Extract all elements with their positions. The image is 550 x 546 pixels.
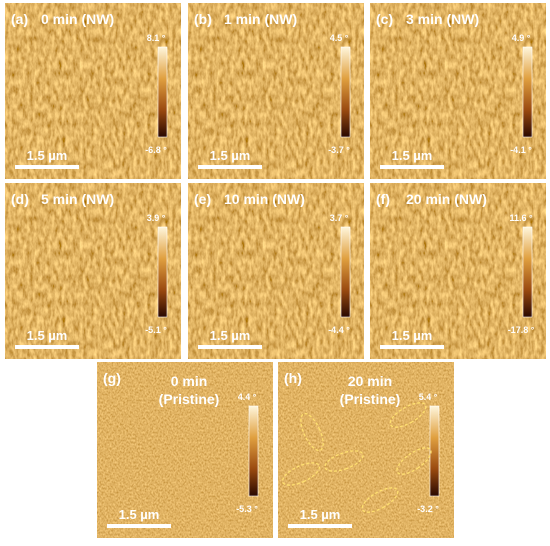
afm-image [370,183,546,359]
afm-image [97,362,273,538]
colorbar [522,226,533,318]
scale-bar [15,165,79,169]
colorbar-max: 4.5 ° [330,33,349,43]
panel-title: (Pristine) [159,391,220,407]
ellipse [361,487,399,513]
scale-label: 1.5 µm [392,328,433,343]
afm-image [278,362,454,538]
scale-bar [380,345,444,349]
scale-label: 1.5 µm [27,148,68,163]
afm-image [370,3,546,179]
colorbar-max: 11.6 ° [509,213,533,223]
colorbar-min: -4.1 ° [510,145,532,155]
colorbar-min: -3.7 ° [328,145,350,155]
panel: (c) 3 min (NW) 4.9 ° -4.1 ° 1.5 µm [370,3,546,179]
scale-label: 1.5 µm [210,328,251,343]
colorbar [340,226,351,318]
colorbar-min: -6.8 ° [145,145,167,155]
scale-bar [15,345,79,349]
afm-image [188,3,364,179]
colorbar-max: 3.9 ° [147,213,166,223]
panel-label: (f) [376,191,390,207]
afm-image [188,183,364,359]
ellipse [396,447,432,475]
colorbar [522,46,533,138]
colorbar-max: 3.7 ° [330,213,349,223]
ellipse [324,450,364,472]
panel: (b) 1 min (NW) 4.5 ° -3.7 ° 1.5 µm [188,3,364,179]
scale-bar [288,524,352,528]
panel: (a) 0 min (NW) 8.1 ° -6.8 ° 1.5 µm [5,3,181,179]
colorbar [340,46,351,138]
scale-bar [198,165,262,169]
colorbar [429,405,440,497]
highlight-ellipses [281,402,432,513]
panel-label: (g) [103,370,121,386]
ellipse [281,462,321,486]
colorbar-max: 4.9 ° [512,33,531,43]
panel-label: (a) [11,11,28,27]
panel-label: (d) [11,191,29,207]
panel-title: (Pristine) [340,391,401,407]
colorbar-max: 8.1 ° [147,33,166,43]
panel-label: (e) [194,191,211,207]
panel-title: 1 min (NW) [224,11,297,27]
afm-image [5,3,181,179]
panel-title: 20 min (NW) [406,191,487,207]
colorbar-max: 5.4 ° [419,392,438,402]
colorbar [157,46,168,138]
colorbar-min: -3.2 ° [417,504,439,514]
colorbar [248,405,259,497]
colorbar-min: -4.4 ° [328,325,350,335]
colorbar-min: -17.8 ° [508,325,535,335]
scale-label: 1.5 µm [300,507,341,522]
panel: (g) 0 min (Pristine) 4.4 ° -5.3 ° 1.5 µm [97,362,273,538]
panel-title: 20 min [348,373,392,389]
afm-image [5,183,181,359]
ellipse [300,412,324,452]
panel-label: (h) [284,370,302,386]
colorbar-min: -5.1 ° [145,325,167,335]
panel: (e) 10 min (NW) 3.7 ° -4.4 ° 1.5 µm [188,183,364,359]
scale-label: 1.5 µm [27,328,68,343]
scale-label: 1.5 µm [392,148,433,163]
colorbar-min: -5.3 ° [236,504,258,514]
panel-title: 5 min (NW) [41,191,114,207]
panel: (d) 5 min (NW) 3.9 ° -5.1 ° 1.5 µm [5,183,181,359]
scale-bar [198,345,262,349]
panel: (h) 20 min (Pristine) 5.4 ° -3.2 ° 1.5 µm [278,362,454,538]
panel-title: 3 min (NW) [406,11,479,27]
colorbar [157,226,168,318]
panel: (f) 20 min (NW) 11.6 ° -17.8 ° 1.5 µm [370,183,546,359]
panel-title: 0 min (NW) [41,11,114,27]
colorbar-max: 4.4 ° [238,392,257,402]
scale-label: 1.5 µm [210,148,251,163]
panel-title: 10 min (NW) [224,191,305,207]
ellipse [389,402,427,428]
scale-bar [380,165,444,169]
panel-title: 0 min [171,373,208,389]
panel-label: (b) [194,11,212,27]
panel-label: (c) [376,11,393,27]
scale-bar [107,524,171,528]
scale-label: 1.5 µm [119,507,160,522]
